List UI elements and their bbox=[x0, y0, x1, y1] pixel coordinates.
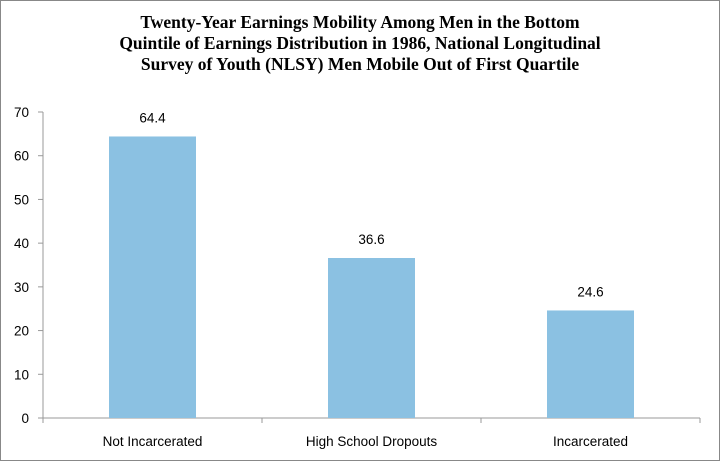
bar bbox=[547, 310, 634, 418]
chart-title-line: Quintile of Earnings Distribution in 198… bbox=[119, 33, 601, 53]
bar bbox=[328, 258, 415, 418]
chart-title-line: Twenty-Year Earnings Mobility Among Men … bbox=[140, 12, 580, 32]
y-tick-label: 70 bbox=[14, 105, 29, 120]
data-label: 24.6 bbox=[577, 284, 603, 299]
y-tick-label: 50 bbox=[14, 192, 29, 207]
data-label: 64.4 bbox=[139, 110, 166, 125]
y-tick-label: 60 bbox=[14, 149, 29, 164]
chart-title: Twenty-Year Earnings Mobility Among Men … bbox=[0, 12, 720, 75]
x-tick-label: High School Dropouts bbox=[306, 434, 438, 449]
chart-title-line: Survey of Youth (NLSY) Men Mobile Out of… bbox=[140, 54, 580, 74]
y-tick-label: 30 bbox=[14, 280, 29, 295]
x-tick-label: Incarcerated bbox=[553, 434, 628, 449]
y-tick-label: 20 bbox=[14, 324, 29, 339]
y-tick-label: 40 bbox=[14, 236, 29, 251]
x-tick-label: Not Incarcerated bbox=[103, 434, 203, 449]
y-tick-label: 0 bbox=[21, 411, 29, 426]
data-label: 36.6 bbox=[358, 232, 384, 247]
bar bbox=[109, 136, 196, 419]
y-tick-label: 10 bbox=[14, 367, 29, 382]
